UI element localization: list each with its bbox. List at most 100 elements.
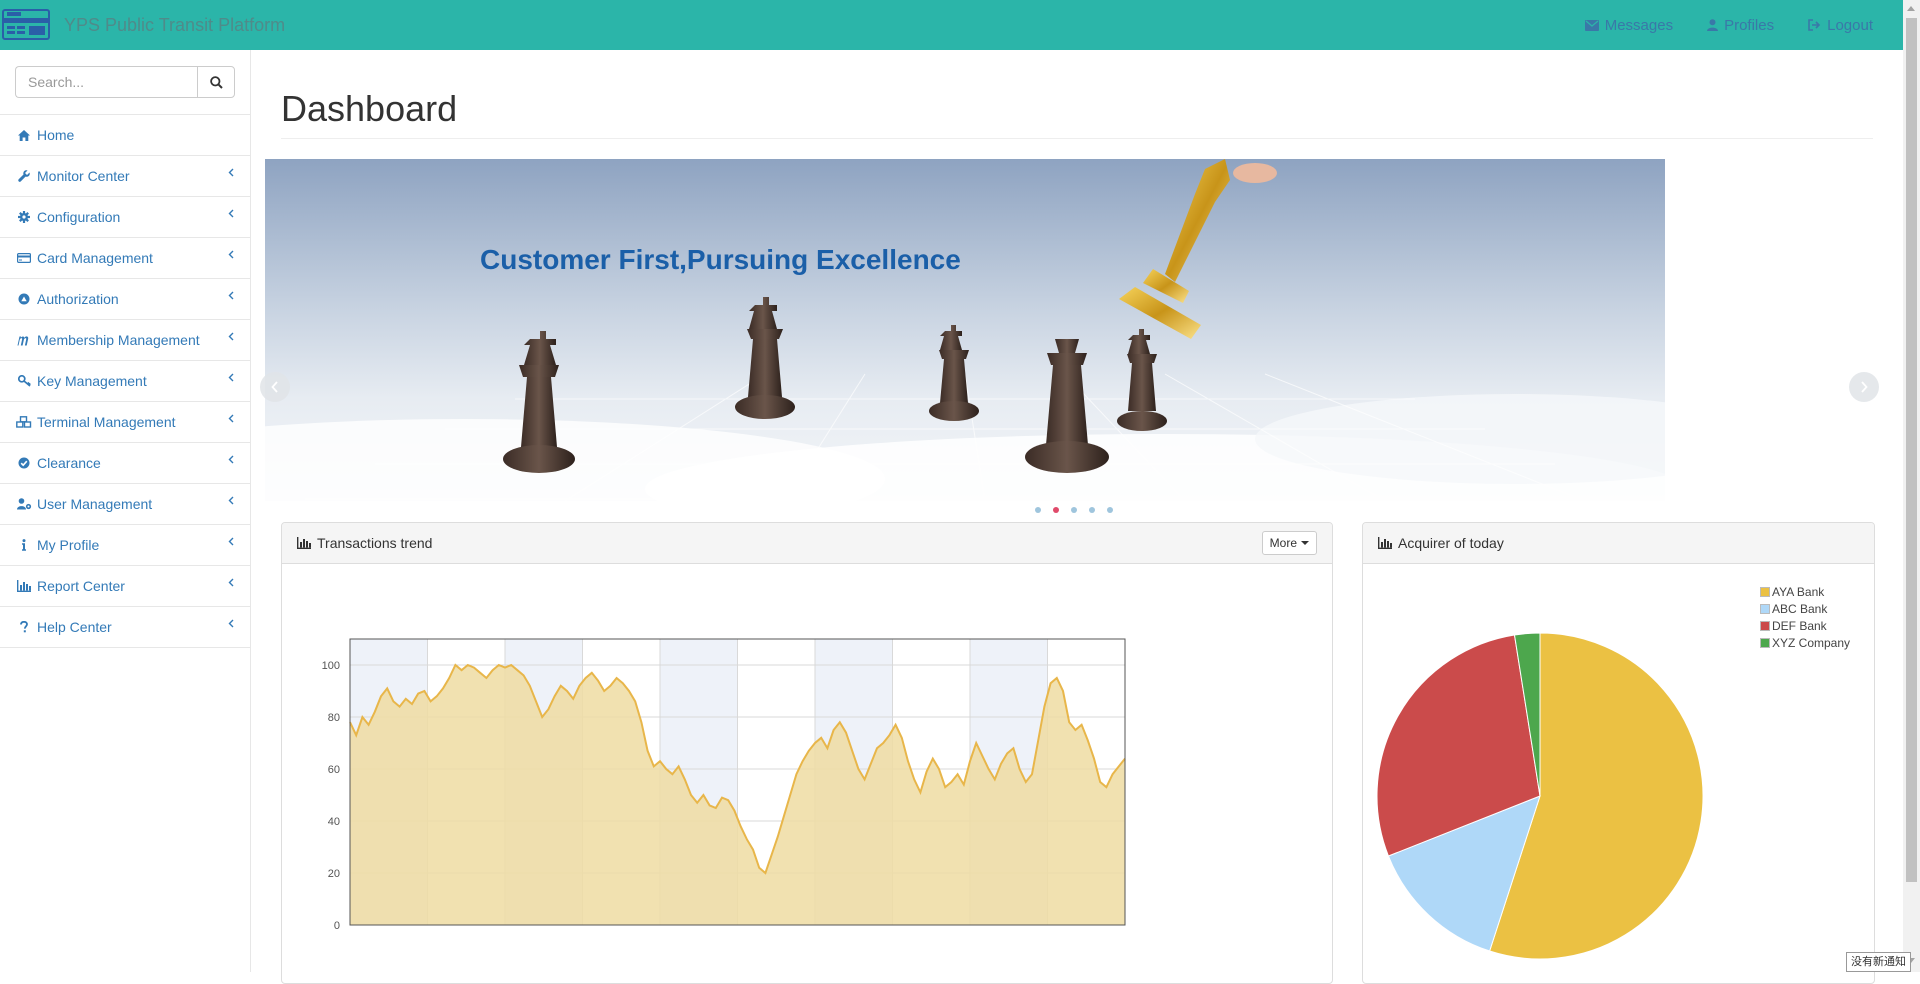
search-button[interactable] (197, 66, 235, 98)
logout-link[interactable]: Logout (1808, 17, 1873, 34)
y-tick-label: 40 (328, 816, 340, 828)
sidebar-item-key-management[interactable]: Key Management (0, 361, 250, 402)
chevron-left-icon (228, 578, 234, 587)
search-icon (209, 75, 223, 89)
envelope-icon (1584, 19, 1599, 31)
sidebar: Home Monitor Center Configuration Card M… (0, 50, 251, 972)
panel-title: Transactions trend (317, 535, 433, 551)
legend-label: DEF Bank (1772, 618, 1827, 633)
carousel-slide[interactable]: Customer First,Pursuing Excellence (265, 159, 1665, 501)
sidebar-item-label: Report Center (37, 578, 125, 594)
user-gear-icon (16, 496, 32, 512)
carousel-dot[interactable] (1071, 507, 1077, 513)
page-title: Dashboard (281, 88, 458, 129)
scrollbar-thumb[interactable] (1906, 18, 1917, 882)
page-scrollbar[interactable] (1903, 0, 1920, 972)
pie-slice (1488, 632, 1704, 960)
y-tick-label: 60 (328, 764, 340, 776)
panel-heading: Transactions trend More (282, 523, 1332, 564)
sidebar-item-terminal-management[interactable]: Terminal Management (0, 402, 250, 443)
sidebar-item-label: Help Center (37, 619, 112, 635)
panel-title: Acquirer of today (1398, 535, 1504, 551)
transactions-trend-panel: Transactions trend More 0 20 40 60 80 100 (281, 522, 1333, 984)
legend-label: XYZ Company (1772, 635, 1851, 650)
plot-border (349, 638, 1126, 926)
wrench-icon (16, 168, 32, 184)
messages-label: Messages (1604, 16, 1674, 34)
legend-item: DEF Bank (1760, 617, 1850, 634)
credit-card-icon (16, 250, 32, 266)
more-dropdown-button[interactable]: More (1261, 531, 1317, 555)
check-circle-icon (16, 455, 32, 471)
chevron-left-icon (228, 168, 234, 177)
legend-swatch (1760, 637, 1770, 648)
carousel-prev-button[interactable] (260, 372, 290, 402)
profiles-label: Profiles (1724, 16, 1775, 34)
trend-area (350, 665, 1125, 925)
sidebar-item-label: User Management (37, 496, 153, 512)
chevron-left-icon (228, 496, 234, 505)
chevron-left-icon (228, 373, 234, 382)
legend-label: ABC Bank (1772, 601, 1828, 616)
carousel-dot[interactable] (1089, 507, 1095, 513)
top-navbar: YPS Public Transit Platform Messages Pro… (0, 0, 1903, 50)
carousel-dot[interactable] (1107, 507, 1113, 513)
scroll-down-arrow-icon[interactable] (1907, 958, 1915, 963)
sidebar-item-help-center[interactable]: Help Center (0, 607, 250, 648)
carousel-dot[interactable] (1053, 507, 1059, 513)
cubes-icon (16, 414, 32, 430)
carousel-indicators (1035, 507, 1113, 513)
legend-item: ABC Bank (1760, 600, 1850, 617)
chevron-left-icon (228, 455, 234, 464)
pie-slice (1513, 632, 1541, 797)
authorization-icon (16, 291, 32, 307)
sidebar-item-card-management[interactable]: Card Management (0, 238, 250, 279)
chevron-left-icon (271, 381, 278, 393)
sidebar-item-monitor-center[interactable]: Monitor Center (0, 156, 250, 197)
sidebar-item-configuration[interactable]: Configuration (0, 197, 250, 238)
brand-logo-icon (2, 9, 50, 40)
sidebar-item-my-profile[interactable]: My Profile (0, 525, 250, 566)
chevron-left-icon (228, 332, 234, 341)
chess-banner-image: Customer First,Pursuing Excellence (265, 159, 1665, 501)
search-input[interactable] (15, 66, 197, 98)
membership-icon (16, 332, 32, 348)
profiles-link[interactable]: Profiles (1707, 17, 1774, 34)
y-tick-label: 80 (328, 712, 340, 724)
sidebar-item-clearance[interactable]: Clearance (0, 443, 250, 484)
sidebar-item-membership-management[interactable]: Membership Management (0, 320, 250, 361)
app-title[interactable]: YPS Public Transit Platform (64, 15, 286, 35)
scroll-up-arrow-icon[interactable] (1907, 6, 1915, 11)
bar-chart-icon (16, 578, 32, 594)
carousel-dot[interactable] (1035, 507, 1041, 513)
sidebar-item-report-center[interactable]: Report Center (0, 566, 250, 607)
y-tick-label: 100 (322, 660, 340, 672)
gear-icon (16, 209, 32, 225)
sign-out-icon (1808, 19, 1821, 31)
sidebar-item-home[interactable]: Home (0, 115, 250, 156)
legend-swatch (1760, 620, 1770, 631)
messages-link[interactable]: Messages (1584, 16, 1674, 34)
bar-chart-icon (1378, 537, 1392, 549)
legend-label: AYA Bank (1772, 584, 1825, 599)
title-divider (281, 138, 1873, 139)
carousel-next-button[interactable] (1849, 372, 1879, 402)
notification-toast: 没有新通知 (1846, 952, 1911, 972)
sidebar-item-authorization[interactable]: Authorization (0, 279, 250, 320)
sidebar-menu: Home Monitor Center Configuration Card M… (0, 114, 250, 648)
trend-series-line (349, 663, 1126, 875)
panel-heading: Acquirer of today (1363, 523, 1874, 564)
chevron-left-icon (228, 291, 234, 300)
legend-item: AYA Bank (1760, 583, 1850, 600)
chevron-left-icon (228, 619, 234, 628)
more-label: More (1269, 536, 1297, 550)
sidebar-item-user-management[interactable]: User Management (0, 484, 250, 525)
sidebar-search (15, 66, 235, 98)
sidebar-item-label: Membership Management (37, 332, 200, 348)
sidebar-item-label: Home (37, 127, 75, 143)
sidebar-item-label: Clearance (37, 455, 101, 471)
pie-slice (1376, 634, 1541, 857)
sidebar-item-label: Card Management (37, 250, 153, 266)
sidebar-item-label: My Profile (37, 537, 100, 553)
sidebar-item-label: Monitor Center (37, 168, 130, 184)
